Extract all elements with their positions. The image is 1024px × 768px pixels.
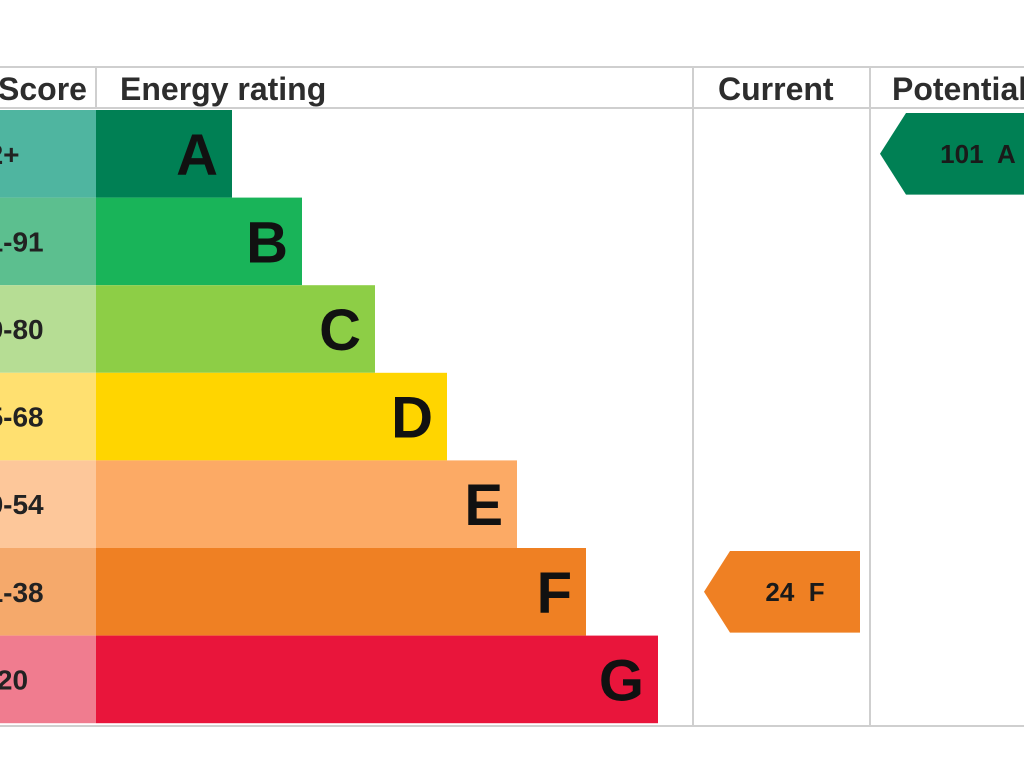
band-letter-a: A [176,123,218,188]
band-letter-b: B [246,210,288,275]
score-cell-f [0,548,96,636]
band-letter-g: G [599,648,644,713]
rating-bands: 92+ A 81-91 B 69-80 C 55-68 D 39-54 E 21-38 F 1-20 G [0,110,658,724]
band-bar-d [96,372,447,461]
score-header: Score [0,71,87,107]
rating-arrows: 24 F 101 A [704,113,1024,633]
score-cell-b [0,197,96,286]
score-range-g: 1-20 [0,664,28,695]
band-letter-c: C [319,298,361,363]
score-range-c: 69-80 [0,314,44,345]
potential-arrow [880,113,1024,195]
energy-rating-header: Energy rating [120,71,326,107]
score-range-d: 55-68 [0,402,44,433]
score-cell-e [0,460,96,548]
band-bar-e [96,460,517,548]
band-bar-a [96,110,232,198]
score-cell-c [0,285,96,373]
current-arrow [704,551,860,633]
band-letter-d: D [391,386,433,451]
band-bar-f [96,548,586,636]
potential-rating-label: 101 A [940,139,1016,169]
score-cell-d [0,372,96,461]
score-range-a: 92+ [0,139,20,170]
score-cell-a [0,110,96,198]
score-range-f: 21-38 [0,577,44,608]
score-range-e: 39-54 [0,489,44,520]
band-bar-g [96,635,658,724]
score-cell-g [0,635,96,724]
current-header: Current [718,71,834,107]
band-letter-e: E [464,473,503,538]
band-letter-f: F [537,561,572,626]
potential-header: Potential [892,71,1024,107]
band-bar-b [96,197,302,286]
band-bar-c [96,285,375,373]
score-range-b: 81-91 [0,226,44,257]
current-rating-label: 24 F [765,577,824,607]
